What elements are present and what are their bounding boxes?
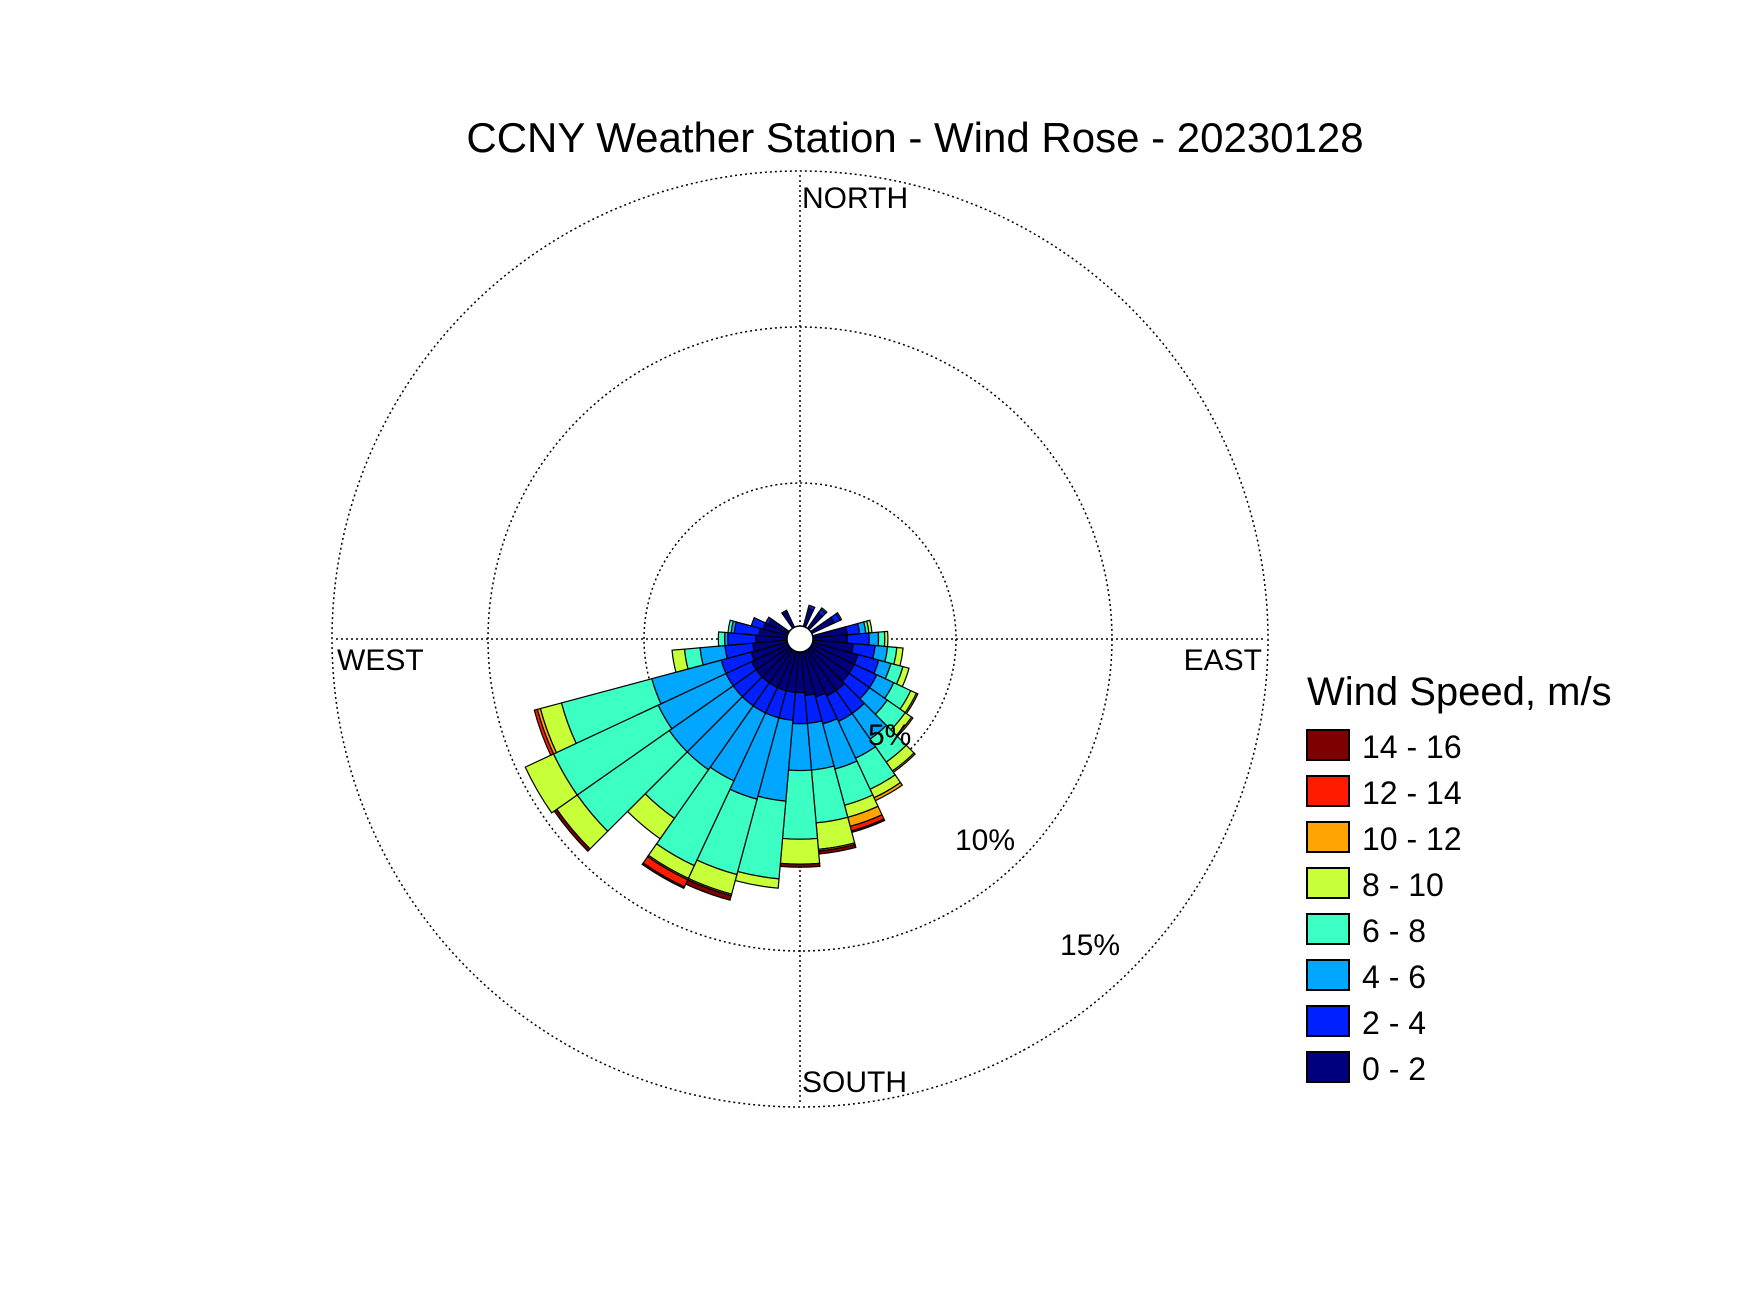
sector-330-bin-1 [780, 609, 789, 616]
legend-label-8-10: 8 - 10 [1362, 867, 1444, 903]
sector-300-bin-1 [764, 616, 773, 626]
sector-80-bin-1 [844, 622, 861, 636]
sector-40-bin-2 [820, 607, 828, 615]
legend-swatch-4-6 [1306, 959, 1350, 991]
ring-label-5: 5% [868, 719, 911, 752]
sector-260-bin-4 [671, 648, 689, 673]
legend-swatch-12-14 [1306, 775, 1350, 807]
legend-swatch-2-4 [1306, 1005, 1350, 1037]
ring-label-15: 15% [1060, 929, 1120, 962]
sector-180-bin-4 [779, 837, 821, 865]
sector-90-bin-4 [883, 630, 889, 648]
sector-250-bin-6 [533, 708, 555, 757]
sector-20-bin-1 [807, 604, 816, 612]
legend-title: Wind Speed, m/s [1307, 670, 1612, 714]
sector-330-bin-0 [781, 610, 796, 630]
legend-swatch-10-12 [1306, 821, 1350, 853]
sector-240-bin-4 [524, 753, 579, 814]
legend-swatch-0-2 [1306, 1051, 1350, 1083]
sector-90-bin-3 [877, 630, 886, 648]
sector-210-bin-7 [641, 862, 686, 890]
legend-swatch-14-16 [1306, 729, 1350, 761]
ring-label-10: 10% [955, 824, 1015, 857]
sector-100-bin-4 [893, 646, 904, 667]
chart-title: CCNY Weather Station - Wind Rose - 20230… [466, 114, 1363, 161]
sector-290-bin-1 [750, 616, 767, 630]
legend-label-2-4: 2 - 4 [1362, 1005, 1426, 1041]
sector-90-bin-2 [868, 631, 880, 647]
direction-label-north: NORTH [802, 182, 908, 215]
legend-label-14-16: 14 - 16 [1362, 729, 1462, 765]
legend-swatch-6-8 [1306, 913, 1350, 945]
legend-swatch-8-10 [1306, 867, 1350, 899]
legend-label-4-6: 4 - 6 [1362, 959, 1426, 995]
polar-grid [331, 170, 1269, 1108]
grid-ring-5 [643, 482, 957, 796]
wind-sectors [524, 604, 919, 901]
direction-label-east: EAST [1184, 644, 1262, 677]
sector-180-bin-7 [779, 862, 821, 868]
sector-270-bin-3 [717, 631, 726, 647]
grid-ring-10 [487, 326, 1113, 952]
legend: Wind Speed, m/s 14 - 16 12 - 14 10 - 12 … [1306, 670, 1612, 1087]
grid-ring-15 [331, 170, 1269, 1108]
sector-280-bin-3 [727, 619, 734, 634]
legend-label-10-12: 10 - 12 [1362, 821, 1462, 857]
direction-label-south: SOUTH [802, 1066, 907, 1099]
legend-label-12-14: 12 - 14 [1362, 775, 1462, 811]
calm-center [786, 625, 814, 653]
legend-label-0-2: 0 - 2 [1362, 1051, 1426, 1087]
sector-60-bin-2 [835, 611, 843, 622]
direction-label-west: WEST [337, 644, 424, 677]
legend-label-6-8: 6 - 8 [1362, 913, 1426, 949]
